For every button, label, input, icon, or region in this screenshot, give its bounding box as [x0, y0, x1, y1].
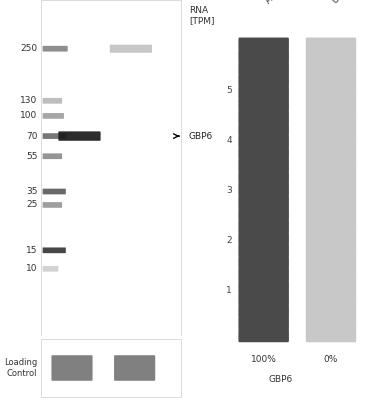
FancyBboxPatch shape: [306, 292, 356, 306]
FancyBboxPatch shape: [43, 46, 68, 52]
Text: RNA
[TPM]: RNA [TPM]: [189, 6, 214, 25]
Text: 10: 10: [26, 264, 37, 273]
FancyBboxPatch shape: [306, 122, 356, 136]
Text: 250: 250: [20, 44, 37, 53]
FancyBboxPatch shape: [239, 50, 289, 63]
FancyBboxPatch shape: [110, 45, 152, 53]
FancyBboxPatch shape: [239, 62, 289, 75]
FancyBboxPatch shape: [306, 220, 356, 233]
FancyBboxPatch shape: [43, 153, 62, 159]
FancyBboxPatch shape: [43, 133, 66, 139]
FancyBboxPatch shape: [239, 159, 289, 172]
FancyBboxPatch shape: [306, 196, 356, 209]
Text: 2: 2: [226, 236, 232, 245]
FancyBboxPatch shape: [306, 268, 356, 282]
Text: 15: 15: [26, 246, 37, 255]
Text: Loading
Control: Loading Control: [4, 358, 37, 378]
FancyBboxPatch shape: [239, 110, 289, 124]
FancyBboxPatch shape: [306, 135, 356, 148]
FancyBboxPatch shape: [114, 355, 155, 381]
FancyBboxPatch shape: [306, 74, 356, 87]
FancyBboxPatch shape: [43, 266, 58, 272]
FancyBboxPatch shape: [306, 171, 356, 184]
FancyBboxPatch shape: [306, 50, 356, 63]
FancyBboxPatch shape: [306, 317, 356, 330]
FancyBboxPatch shape: [239, 196, 289, 209]
FancyBboxPatch shape: [306, 159, 356, 172]
FancyBboxPatch shape: [239, 86, 289, 99]
FancyBboxPatch shape: [306, 244, 356, 257]
FancyBboxPatch shape: [239, 244, 289, 257]
FancyBboxPatch shape: [239, 98, 289, 112]
Text: A-431: A-431: [264, 0, 289, 6]
FancyBboxPatch shape: [239, 317, 289, 330]
FancyBboxPatch shape: [239, 305, 289, 318]
Text: 5: 5: [226, 86, 232, 95]
Text: High: High: [81, 344, 102, 354]
Text: 0%: 0%: [324, 355, 338, 364]
Text: 35: 35: [26, 187, 37, 196]
FancyBboxPatch shape: [239, 38, 289, 51]
FancyBboxPatch shape: [239, 135, 289, 148]
FancyBboxPatch shape: [239, 256, 289, 269]
FancyBboxPatch shape: [239, 147, 289, 160]
FancyBboxPatch shape: [239, 74, 289, 87]
Text: U-251 MG: U-251 MG: [331, 0, 369, 6]
FancyBboxPatch shape: [239, 183, 289, 196]
FancyBboxPatch shape: [51, 355, 92, 381]
Text: 4: 4: [226, 136, 232, 145]
FancyBboxPatch shape: [306, 232, 356, 245]
FancyBboxPatch shape: [239, 329, 289, 342]
FancyBboxPatch shape: [306, 98, 356, 112]
FancyBboxPatch shape: [43, 248, 66, 253]
Text: 55: 55: [26, 152, 37, 161]
FancyBboxPatch shape: [239, 122, 289, 136]
FancyBboxPatch shape: [306, 208, 356, 221]
FancyBboxPatch shape: [306, 256, 356, 269]
FancyBboxPatch shape: [239, 220, 289, 233]
FancyBboxPatch shape: [43, 98, 62, 104]
FancyBboxPatch shape: [306, 183, 356, 196]
FancyBboxPatch shape: [239, 292, 289, 306]
Text: Low: Low: [133, 344, 151, 354]
FancyBboxPatch shape: [43, 189, 66, 194]
FancyBboxPatch shape: [306, 38, 356, 51]
FancyBboxPatch shape: [239, 171, 289, 184]
Text: GBP6: GBP6: [189, 132, 213, 140]
FancyBboxPatch shape: [306, 110, 356, 124]
FancyBboxPatch shape: [239, 232, 289, 245]
Text: GBP6: GBP6: [269, 375, 292, 384]
FancyBboxPatch shape: [306, 86, 356, 99]
FancyBboxPatch shape: [43, 202, 62, 208]
FancyBboxPatch shape: [239, 268, 289, 282]
FancyBboxPatch shape: [239, 208, 289, 221]
Text: 100%: 100%: [251, 355, 277, 364]
Text: 130: 130: [20, 96, 37, 105]
FancyBboxPatch shape: [239, 280, 289, 294]
FancyBboxPatch shape: [58, 131, 101, 141]
Text: 25: 25: [26, 200, 37, 210]
FancyBboxPatch shape: [306, 329, 356, 342]
FancyBboxPatch shape: [306, 280, 356, 294]
FancyBboxPatch shape: [306, 147, 356, 160]
Text: 3: 3: [226, 186, 232, 195]
FancyBboxPatch shape: [41, 339, 181, 397]
Text: 100: 100: [20, 112, 37, 120]
FancyBboxPatch shape: [306, 305, 356, 318]
Text: 70: 70: [26, 132, 37, 140]
FancyBboxPatch shape: [43, 113, 64, 119]
FancyBboxPatch shape: [306, 62, 356, 75]
Text: 1: 1: [226, 286, 232, 295]
FancyBboxPatch shape: [41, 0, 181, 336]
